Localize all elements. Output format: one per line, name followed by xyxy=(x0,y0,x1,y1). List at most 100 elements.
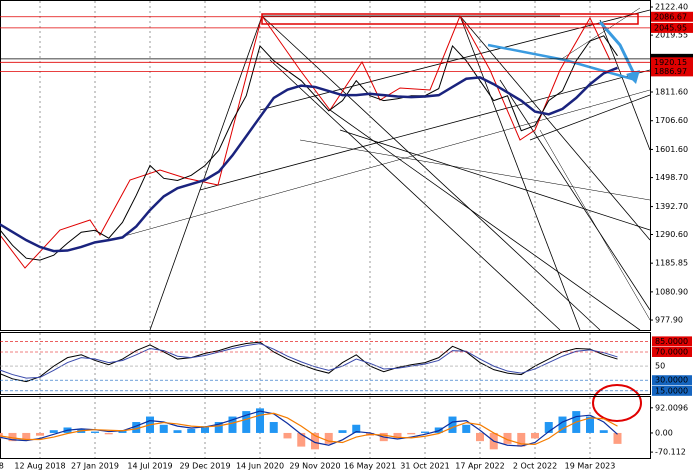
tick-box xyxy=(652,346,692,357)
panel-frame xyxy=(0,332,651,395)
y-tick-label: 50 xyxy=(655,362,665,371)
histogram-bar xyxy=(214,422,223,433)
trend-line xyxy=(459,15,581,331)
trend-line xyxy=(539,129,651,321)
arrow-head xyxy=(626,70,640,84)
series-line xyxy=(0,410,618,447)
histogram-bar xyxy=(544,422,553,433)
histogram-bar xyxy=(503,432,512,444)
y-tick-label: 977.90 xyxy=(655,316,683,325)
trend-line xyxy=(299,139,651,201)
trend-line xyxy=(109,89,651,241)
x-tick-label: 16 May 2021 xyxy=(344,462,396,471)
x-tick-label: 27 Jan 2019 xyxy=(71,462,119,471)
x-tick-label: 31 Oct 2021 xyxy=(400,462,449,471)
histogram-bar xyxy=(49,430,58,433)
histogram-bar xyxy=(187,428,196,433)
price-label-box xyxy=(651,11,693,22)
histogram-bar xyxy=(242,411,251,433)
y-tick-label: 1601.60 xyxy=(655,145,688,154)
trend-line xyxy=(329,109,641,331)
price-label: 1886.97 xyxy=(654,67,687,76)
x-tick-label: 18 xyxy=(0,462,4,471)
histogram-bar xyxy=(311,432,319,450)
histogram-bar xyxy=(201,426,209,433)
histogram-bar xyxy=(558,416,567,433)
histogram-bar xyxy=(283,432,292,439)
x-tick-label: 19 Mar 2023 xyxy=(565,462,616,471)
x-tick-label: 14 Jun 2020 xyxy=(236,462,284,471)
y-tick-label: 30.0000 xyxy=(655,376,688,385)
histogram-bar xyxy=(517,432,526,447)
histogram-bar xyxy=(324,432,333,444)
histogram-bar xyxy=(448,416,457,433)
histogram-bar xyxy=(599,430,608,433)
series-line xyxy=(0,35,618,261)
histogram-bar xyxy=(531,432,539,439)
x-tick-label: 12 Aug 2018 xyxy=(14,462,65,471)
forecast-arrows xyxy=(487,21,640,84)
trend-line xyxy=(199,69,651,191)
price-label: 1920.15 xyxy=(654,58,687,67)
tick-box xyxy=(652,361,692,372)
tick-box xyxy=(652,385,692,396)
histogram-bar xyxy=(256,408,264,433)
y-tick-label: 1706.60 xyxy=(655,116,688,125)
tick-box xyxy=(652,336,692,347)
histogram-bar xyxy=(352,424,361,433)
histogram-bar xyxy=(228,416,237,433)
histogram-bar xyxy=(173,430,182,433)
histogram-bar xyxy=(407,432,416,435)
trend-line xyxy=(459,15,651,241)
histogram-bar xyxy=(36,432,44,436)
histogram-bar xyxy=(269,422,278,433)
x-tick-label: 14 Jul 2019 xyxy=(127,462,172,471)
x-tick-label: 2 Oct 2022 xyxy=(513,462,557,471)
price-label-box xyxy=(651,66,693,77)
price-label-box xyxy=(651,22,693,33)
histogram-bar xyxy=(118,430,127,433)
y-tick-label: 2019.55 xyxy=(655,31,688,40)
series-line xyxy=(0,66,618,253)
series-line xyxy=(0,343,618,379)
histogram-bar xyxy=(393,432,402,439)
trend-line xyxy=(269,59,561,331)
y-tick-label: 92.0096 xyxy=(655,403,688,412)
panel-frame xyxy=(0,0,651,331)
series-line xyxy=(0,341,618,383)
histogram-bar xyxy=(8,432,17,442)
y-tick-label: 1185.85 xyxy=(655,259,688,268)
trend-line xyxy=(261,15,601,331)
histogram-bar xyxy=(132,422,141,433)
x-tick-label: 17 Apr 2022 xyxy=(455,462,504,471)
series-line xyxy=(0,412,618,446)
histogram-bar xyxy=(421,431,429,433)
trend-line xyxy=(339,129,651,231)
y-tick-label: 15.0000 xyxy=(655,386,688,395)
histogram-bar xyxy=(297,432,306,447)
trend-line xyxy=(149,15,263,331)
histogram-bar xyxy=(22,432,31,440)
y-tick-label: 2122.40 xyxy=(655,2,688,11)
y-tick-label: 1080.90 xyxy=(655,287,688,296)
histogram-bar xyxy=(91,431,99,433)
y-tick-label: 1392.70 xyxy=(655,202,688,211)
histogram-bar xyxy=(476,432,484,442)
y-tick-label: -70.112 xyxy=(655,448,686,457)
price-label: 2045.95 xyxy=(654,23,687,32)
x-tick-label: 29 Dec 2019 xyxy=(179,462,230,471)
histogram-bar xyxy=(586,416,594,433)
y-tick-label: 0.00 xyxy=(655,428,673,437)
price-label: 2086.67 xyxy=(654,12,687,21)
arrow xyxy=(487,43,637,82)
x-tick-label: 29 Nov 2020 xyxy=(289,462,340,471)
y-tick-label: 70.0000 xyxy=(655,347,688,356)
y-tick-label: 85.0000 xyxy=(655,337,688,346)
histogram-bar xyxy=(159,424,168,433)
histogram-bar xyxy=(462,424,471,433)
y-tick-label: 1290.60 xyxy=(655,230,688,239)
tick-box xyxy=(652,375,692,386)
y-tick-label: 1498.70 xyxy=(655,173,688,182)
